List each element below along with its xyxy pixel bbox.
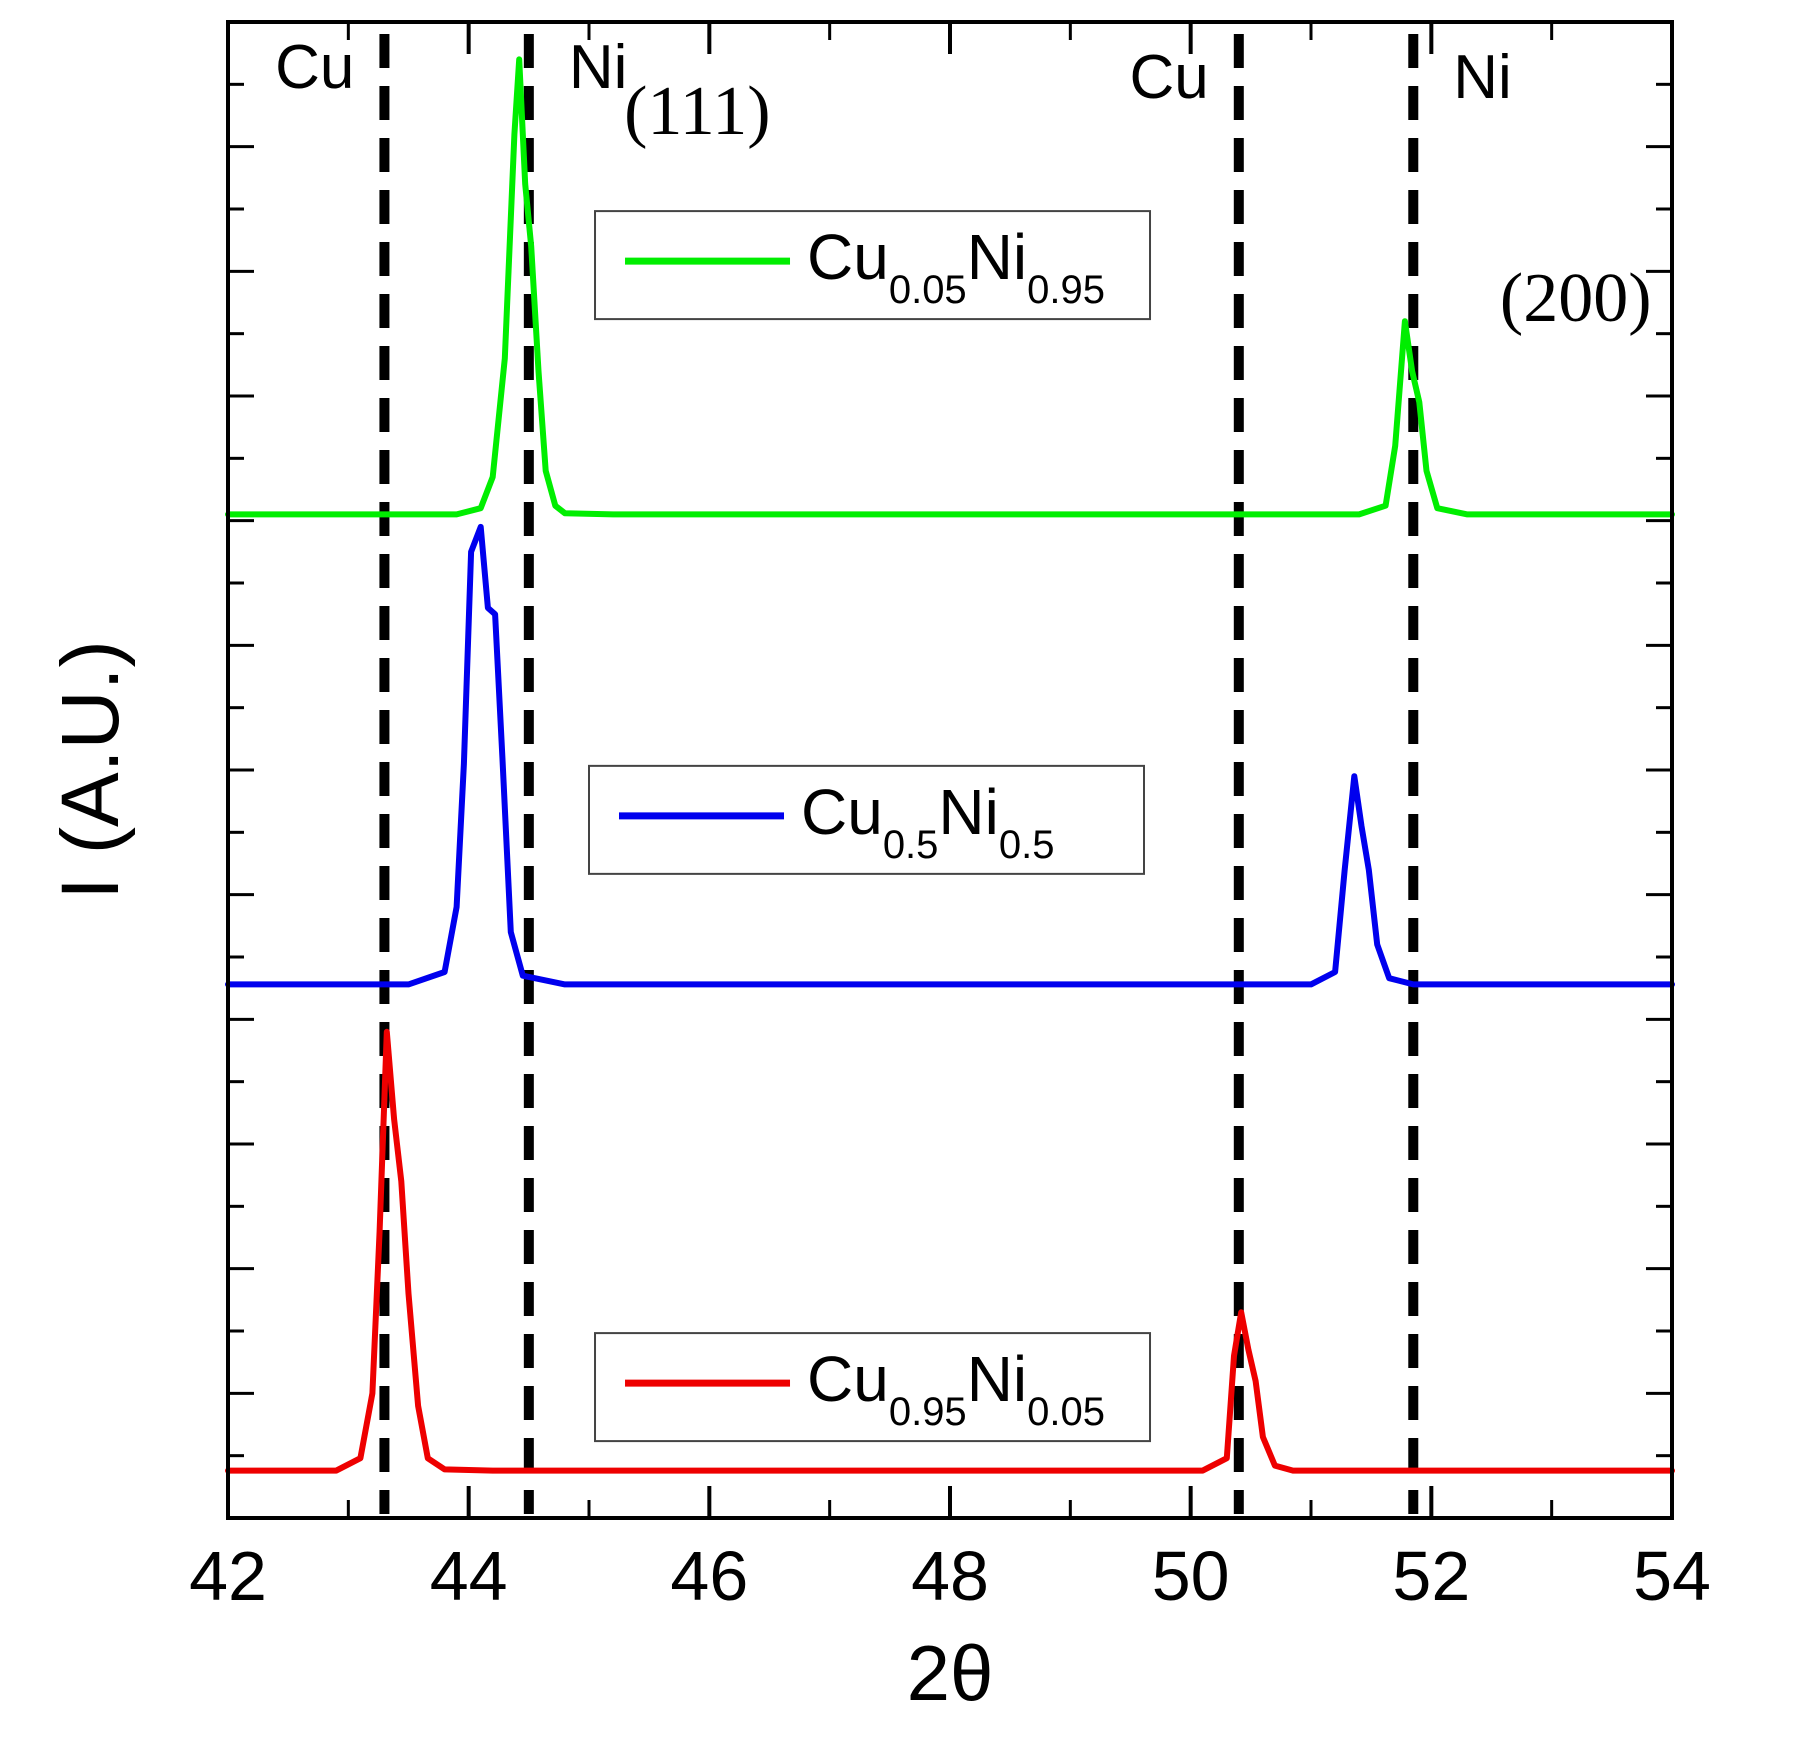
peak-label-111: (111) <box>624 73 770 150</box>
reference-label-cu: Cu <box>1130 43 1209 112</box>
reference-lines <box>379 34 1419 1514</box>
peak-label-200: (200) <box>1500 260 1652 337</box>
x-tick-label: 46 <box>670 1537 748 1615</box>
series-line-2 <box>225 1028 1675 1474</box>
legend-element: Cu <box>807 1343 889 1415</box>
legend-element: Cu <box>807 221 889 293</box>
legend-element: Cu <box>801 776 883 848</box>
series-group <box>225 56 1675 1474</box>
legend-label-0: Cu0.05Ni0.95 <box>807 221 1105 312</box>
legend-box-0 <box>594 210 1152 321</box>
legend-element: Ni <box>967 1343 1027 1415</box>
x-tick-label: 44 <box>430 1537 508 1615</box>
legend-label-1: Cu0.5Ni0.5 <box>801 776 1054 867</box>
legend-subscript: 0.95 <box>1027 268 1105 312</box>
x-axis-title: 2θ <box>907 1629 994 1717</box>
y-axis-title: I (A.U.) <box>45 640 136 900</box>
x-tick-label: 50 <box>1152 1537 1230 1615</box>
legend-element: Ni <box>938 776 998 848</box>
legend-element: Ni <box>967 221 1027 293</box>
reference-label-ni: Ni <box>1453 43 1512 112</box>
legend-subscript: 0.05 <box>1027 1390 1105 1434</box>
text-labels: Cu Ni Cu Ni(111)(200) <box>275 33 1651 337</box>
x-tick-label: 42 <box>189 1537 267 1615</box>
legend-box-1 <box>588 764 1145 875</box>
reference-label-cu: Cu <box>275 33 354 102</box>
reference-label-ni: Ni <box>569 33 628 102</box>
x-tick-label: 54 <box>1633 1537 1711 1615</box>
legend-subscript: 0.5 <box>999 823 1055 867</box>
legend-subscript: 0.95 <box>889 1390 967 1434</box>
series-line-1 <box>225 523 1675 988</box>
x-tick-label: 52 <box>1392 1537 1470 1615</box>
legend-subscript: 0.05 <box>889 268 967 312</box>
axis-ticks: 42 44 46 48 50 52 54 <box>189 20 1711 1615</box>
legend-box-2 <box>594 1332 1152 1443</box>
x-tick-label: 48 <box>911 1537 989 1615</box>
legend-label-2: Cu0.95Ni0.05 <box>807 1343 1105 1434</box>
series-line-0 <box>225 56 1675 518</box>
legend-subscript: 0.5 <box>883 823 939 867</box>
